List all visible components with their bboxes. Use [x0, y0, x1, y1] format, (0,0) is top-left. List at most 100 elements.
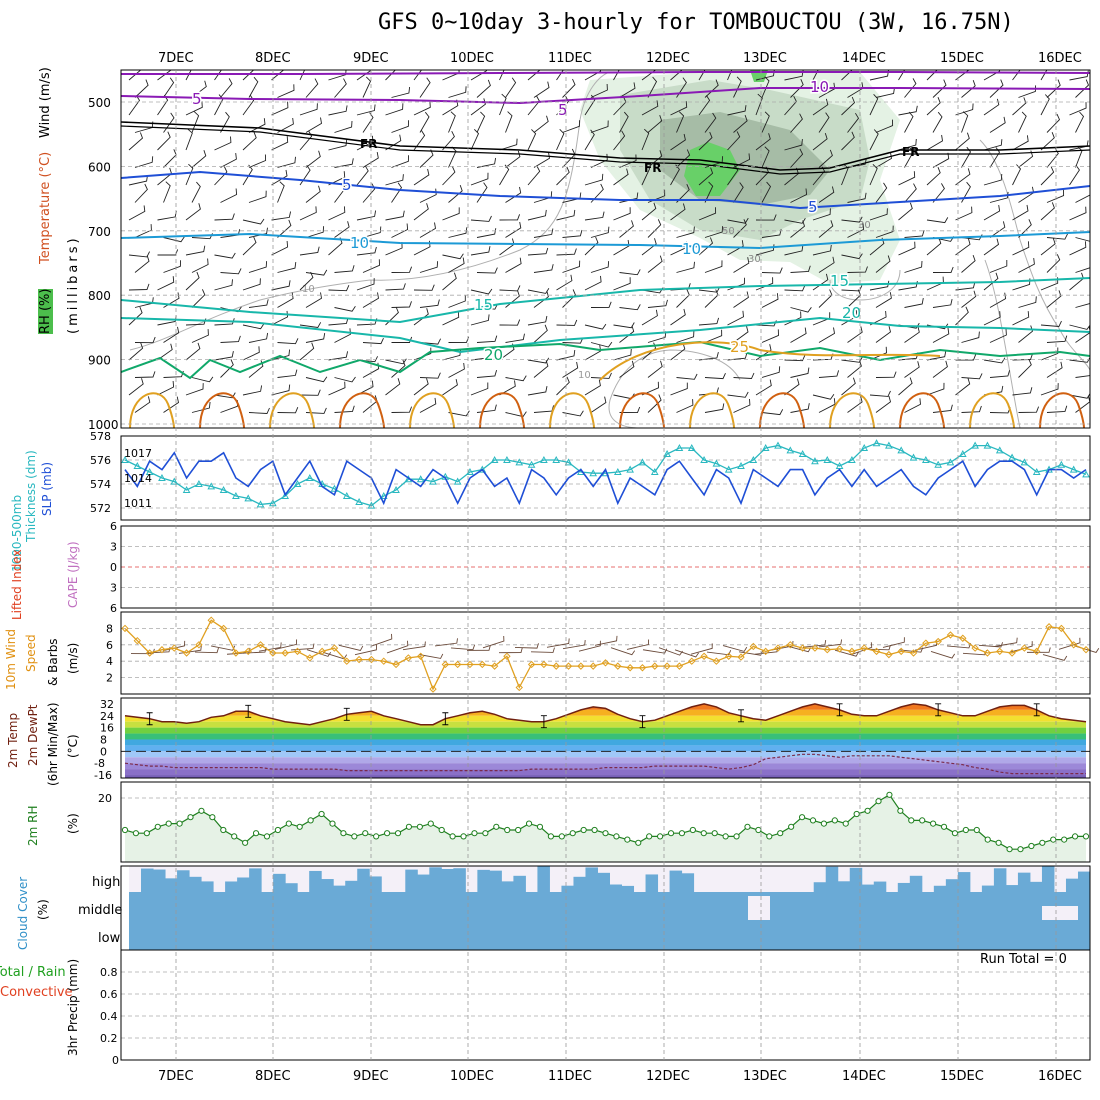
wind-barb	[1046, 405, 1068, 413]
wind-barb	[214, 318, 235, 326]
wind-barb	[527, 288, 550, 294]
wind-barb	[448, 227, 468, 238]
wind-barb	[385, 283, 406, 291]
wind-barb	[1040, 347, 1059, 361]
wind-barb	[163, 149, 177, 168]
wind-barb	[790, 403, 810, 413]
isotherm-label: 10	[810, 78, 829, 96]
wind-barb	[1075, 303, 1090, 308]
wind-barb	[1018, 359, 1032, 378]
wind-barb	[305, 78, 319, 98]
wind-barb	[955, 206, 973, 221]
rh-marker	[154, 823, 161, 830]
wind-barb	[670, 241, 688, 256]
wind-barb	[584, 275, 602, 291]
thickness-marker	[145, 467, 154, 475]
isotherm-label: 10	[350, 234, 369, 252]
wind-barb	[812, 70, 819, 81]
wind-barb	[533, 81, 550, 98]
wind-barb	[271, 70, 285, 81]
wind-barb	[248, 407, 270, 414]
wind-barb	[385, 210, 405, 221]
wind-barb	[419, 188, 437, 203]
thickness-marker	[490, 455, 499, 463]
wind-barb	[1046, 113, 1061, 133]
cloud-high-bar	[165, 878, 178, 892]
frame-and-axes: 7DEC 7DEC 8DEC 8DEC 9DEC 9DEC 10DEC 10DEC 11DEC 1…	[120, 51, 1091, 1084]
date-label-top: 11DEC	[548, 51, 592, 66]
date-label-top: 9DEC	[353, 51, 389, 66]
wind10-barb	[338, 644, 364, 651]
wind-barb	[505, 375, 527, 382]
wind10-barb	[1058, 637, 1081, 650]
wind-barb	[505, 290, 520, 308]
wind-barb	[812, 208, 831, 221]
wind-barb	[812, 98, 829, 116]
wind-barb	[271, 101, 289, 116]
wind-barb	[619, 406, 641, 414]
wind10-barb	[1042, 654, 1068, 661]
thickness-marker	[687, 443, 696, 451]
cloud-panel: high middle low	[78, 866, 1091, 950]
wind-barb	[926, 350, 947, 361]
rh-contour-label-10b: 10	[578, 370, 591, 381]
wind-barb	[334, 405, 355, 413]
temp-minmax-marker	[540, 715, 547, 729]
wind-barb	[955, 103, 974, 116]
wind-barb	[647, 114, 663, 133]
wind-barb	[556, 274, 573, 291]
wind-barb	[562, 229, 583, 238]
thickness-line	[124, 442, 1087, 507]
temp-band	[125, 769, 1086, 776]
wind-barb	[385, 174, 404, 186]
wind-barb	[242, 346, 260, 361]
wind-barb	[356, 70, 373, 81]
wind-barb	[955, 306, 969, 326]
wind-speed-marker	[885, 650, 893, 659]
rh-marker	[536, 823, 544, 830]
wind-barb	[499, 164, 510, 186]
wind-barb	[641, 100, 659, 116]
wind-barb	[590, 396, 607, 413]
wind-barb	[128, 283, 150, 291]
wind-barb	[619, 154, 637, 168]
wind-barb	[841, 131, 855, 151]
cloud-high-bar	[513, 875, 526, 892]
wind-barb	[299, 246, 320, 256]
wind-barb	[328, 285, 350, 292]
wind-barb	[698, 131, 713, 151]
wind-barb	[1018, 85, 1037, 98]
wind-barb	[533, 360, 549, 378]
wind-barb	[584, 211, 605, 221]
wind10-barb	[818, 639, 843, 648]
isotherm-freezing	[121, 121, 1090, 171]
rh-contour-label-30b: 30	[858, 220, 871, 231]
thickness-marker	[416, 475, 425, 483]
wind-speed-marker	[774, 644, 782, 652]
thickness-marker	[293, 479, 302, 487]
wind-barb	[1069, 206, 1087, 221]
rh-marker	[897, 807, 904, 814]
wind-speed-marker	[232, 649, 240, 657]
wind-barb	[676, 399, 694, 413]
wind-barb	[784, 139, 803, 151]
wind-barb	[955, 70, 970, 81]
wind-barb	[926, 237, 942, 256]
wind-barb	[499, 70, 505, 81]
wind-barb	[505, 111, 513, 133]
wind-speed-marker	[182, 649, 191, 657]
wind10-barb	[530, 647, 555, 653]
wind-barb	[185, 101, 203, 116]
wind-barb	[505, 221, 522, 238]
wind-speed-marker	[552, 662, 560, 670]
thickness-marker	[995, 446, 1004, 454]
wind-barb	[305, 185, 321, 203]
cloud-high-bar	[825, 866, 839, 892]
wind-barb	[157, 94, 169, 116]
wind-barb	[448, 86, 467, 98]
isotherm-label: 5	[808, 198, 818, 216]
wind-barb	[926, 217, 949, 224]
wind-barb	[271, 169, 288, 186]
cloud-high-bar	[201, 881, 214, 892]
wind-barb	[248, 332, 269, 343]
